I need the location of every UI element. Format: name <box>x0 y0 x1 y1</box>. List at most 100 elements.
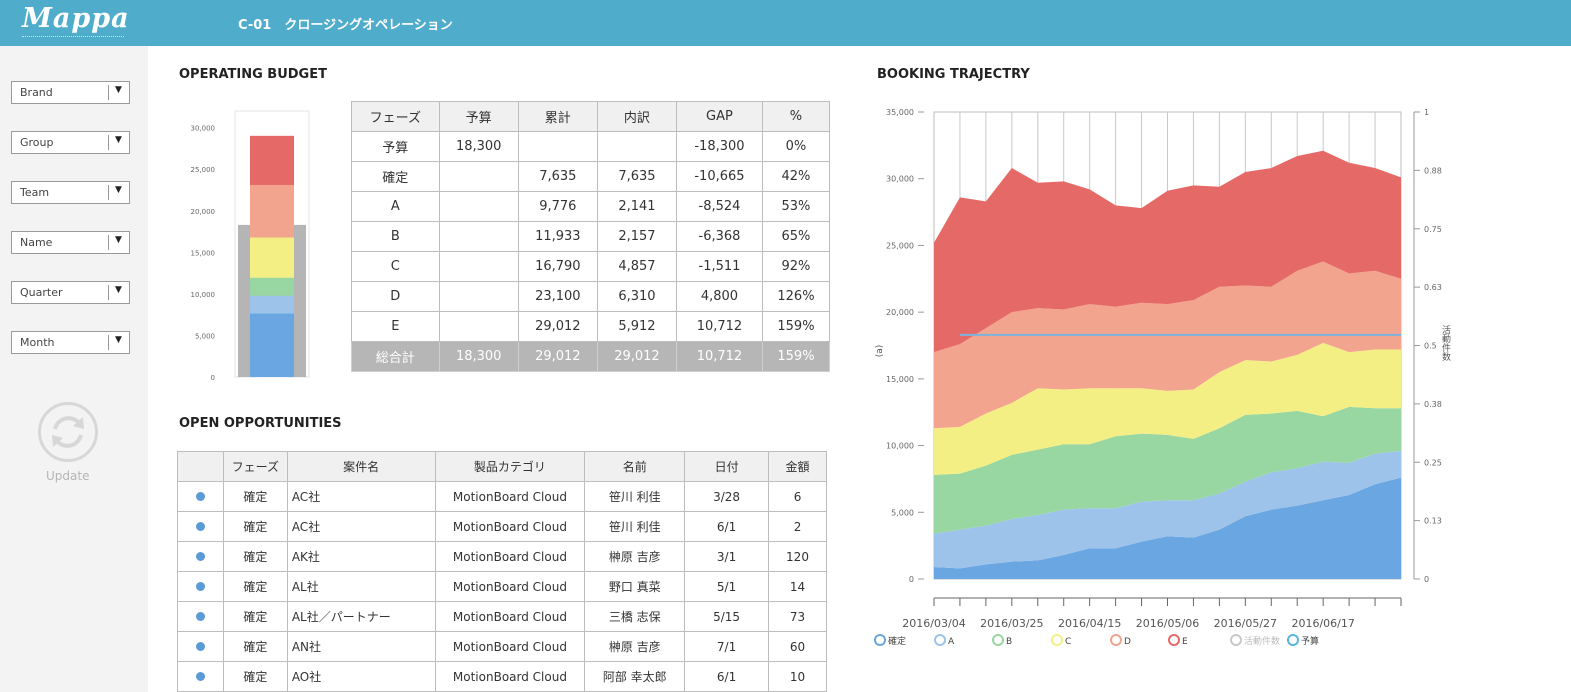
dot-icon <box>195 491 205 501</box>
table-row[interactable]: 確定 AL社 MotionBoard Cloud 野口 真菜 5/1 14 <box>177 571 827 602</box>
y2-tick-label: 0.5 <box>1424 342 1437 351</box>
table-row: A 9,776 2,141 -8,524 53% <box>351 191 831 222</box>
table-cell: 総合計 <box>351 341 440 372</box>
y-tick-label: 5,000 <box>195 332 215 340</box>
table-cell: 笹川 利佳 <box>584 481 686 512</box>
table-row[interactable]: 確定 AC社 MotionBoard Cloud 笹川 利佳 3/28 6 <box>177 481 827 512</box>
dot-icon <box>195 521 205 531</box>
bar-segment-B <box>250 277 294 296</box>
x-tick-label: 2016/06/17 <box>1291 617 1354 630</box>
table-cell: C <box>351 251 440 282</box>
triangle-down-icon: ▼ <box>115 135 122 145</box>
triangle-down-icon: ▼ <box>115 85 122 95</box>
table-cell: 65% <box>761 221 831 252</box>
team-filter-select[interactable]: Team ▼ <box>11 181 130 204</box>
table-cell: MotionBoard Cloud <box>434 571 586 602</box>
table-cell: MotionBoard Cloud <box>434 481 586 512</box>
legend-marker <box>1110 634 1122 646</box>
x-tick-label: 2016/05/27 <box>1214 617 1277 630</box>
table-cell: 120 <box>768 541 827 572</box>
table-cell: AC社 <box>286 511 436 542</box>
name-filter-label: Name <box>20 236 53 249</box>
table-cell: AK社 <box>286 541 436 572</box>
legend-label: 予算 <box>1301 635 1319 647</box>
table-row[interactable]: 確定 AC社 MotionBoard Cloud 笹川 利佳 6/1 2 <box>177 511 827 542</box>
table-cell: 7,635 <box>517 161 598 192</box>
table-row[interactable]: 確定 AO社 MotionBoard Cloud 阿部 幸太郎 6/1 10 <box>177 661 827 692</box>
table-cell: 確定 <box>222 631 288 662</box>
booking-trajectory-area-chart: 0 5,000 10,000 15,000 20,000 25,000 30,000 35,0… <box>874 108 1451 647</box>
table-cell: 10 <box>768 661 827 692</box>
page-title: C-01 クロージングオペレーション <box>238 18 453 33</box>
table-cell: AC社 <box>286 481 436 512</box>
table-row: 予算 18,300 -18,300 0% <box>351 131 831 162</box>
x-tick-label: 2016/03/04 <box>902 617 965 630</box>
y-tick-label: 20,000 <box>886 308 914 317</box>
column-header: 予算 <box>438 101 519 132</box>
column-header: 金額 <box>768 451 827 482</box>
y2-tick-label: 0.63 <box>1424 283 1442 292</box>
legend-marker <box>992 634 1004 646</box>
month-filter-select[interactable]: Month ▼ <box>11 331 130 354</box>
legend-label: C <box>1065 637 1071 647</box>
table-row[interactable]: 確定 AN社 MotionBoard Cloud 榊原 吉彦 7/1 60 <box>177 631 827 662</box>
filter-sidebar: Brand ▼ Group ▼ Team ▼ Name ▼ Quarter ▼ … <box>0 46 148 692</box>
table-cell: 29,012 <box>517 311 598 342</box>
table-cell: 10,712 <box>676 311 763 342</box>
column-header <box>177 451 224 482</box>
table-cell: 60 <box>768 631 827 662</box>
table-row: D 23,100 6,310 4,800 126% <box>351 281 831 312</box>
table-cell: MotionBoard Cloud <box>434 601 586 632</box>
table-cell: 予算 <box>351 131 440 162</box>
table-cell: 2,157 <box>596 221 678 252</box>
table-cell <box>438 281 519 312</box>
table-cell: 159% <box>761 311 831 342</box>
x-tick-label: 2016/03/25 <box>980 617 1043 630</box>
dot-icon <box>195 581 205 591</box>
legend-label: E <box>1182 637 1188 647</box>
column-header: 日付 <box>684 451 770 482</box>
triangle-down-icon: ▼ <box>115 235 122 245</box>
table-cell: 3/28 <box>684 481 770 512</box>
table-row[interactable]: 確定 AK社 MotionBoard Cloud 榊原 吉彦 3/1 120 <box>177 541 827 572</box>
table-cell: 0% <box>761 131 831 162</box>
quarter-filter-label: Quarter <box>20 286 63 299</box>
table-cell: 阿部 幸太郎 <box>584 661 686 692</box>
legend-label: D <box>1124 637 1131 647</box>
budget-header-row: フェーズ 予算 累計 内訳 GAP % <box>351 101 831 132</box>
mappa-logo: Mappa <box>22 3 130 34</box>
table-cell: 29,012 <box>517 341 598 372</box>
group-filter-select[interactable]: Group ▼ <box>11 131 130 154</box>
budget-table: フェーズ 予算 累計 内訳 GAP % 予算 18,300 -18,300 0%… <box>351 101 831 372</box>
table-cell: 53% <box>761 191 831 222</box>
table-cell: 126% <box>761 281 831 312</box>
y2-tick-label: 0.88 <box>1424 166 1442 175</box>
bar-segment-E <box>250 135 294 185</box>
x-tick-label: 2016/05/06 <box>1136 617 1199 630</box>
total-row: 総合計 18,300 29,012 29,012 10,712 159% <box>351 341 831 372</box>
table-cell: 2,141 <box>596 191 678 222</box>
brand-filter-label: Brand <box>20 86 53 99</box>
table-cell: 11,933 <box>517 221 598 252</box>
legend-marker <box>1051 634 1063 646</box>
open-opportunities-title: OPEN OPPORTUNITIES <box>179 416 342 431</box>
legend-label: 確定 <box>888 635 906 647</box>
table-cell: D <box>351 281 440 312</box>
brand-filter-select[interactable]: Brand ▼ <box>11 81 130 104</box>
quarter-filter-select[interactable]: Quarter ▼ <box>11 281 130 304</box>
table-cell <box>438 221 519 252</box>
operating-budget-title: OPERATING BUDGET <box>179 67 327 82</box>
refresh-icon <box>52 416 84 448</box>
table-row[interactable]: 確定 AL社／パートナー MotionBoard Cloud 三橋 志保 5/1… <box>177 601 827 632</box>
table-cell: A <box>351 191 440 222</box>
legend-marker <box>1168 634 1180 646</box>
column-header: フェーズ <box>222 451 288 482</box>
table-cell: 92% <box>761 251 831 282</box>
y2-tick-label: 0 <box>1424 575 1429 584</box>
update-button[interactable] <box>38 402 98 462</box>
table-cell: 42% <box>761 161 831 192</box>
bar-segment-D <box>250 184 294 238</box>
legend-marker <box>874 634 886 646</box>
name-filter-select[interactable]: Name ▼ <box>11 231 130 254</box>
legend-label: 活動件数 <box>1244 635 1280 647</box>
